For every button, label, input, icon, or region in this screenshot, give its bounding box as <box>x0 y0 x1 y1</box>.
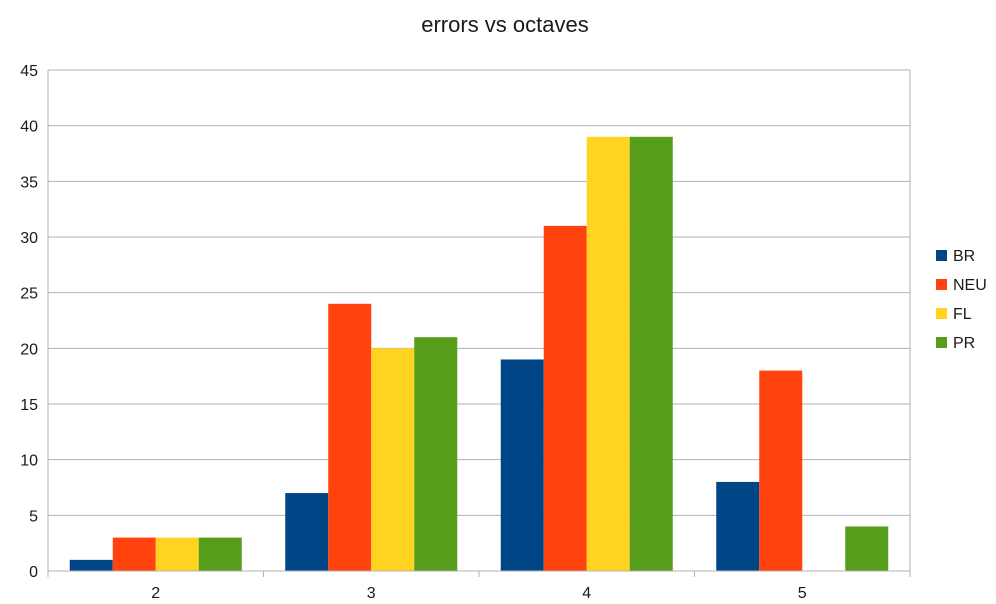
bars <box>69 136 889 572</box>
bar-fl-2 <box>155 537 199 571</box>
axes <box>47 70 911 577</box>
bar-pr-3 <box>414 337 458 571</box>
bar-br-5 <box>716 481 760 571</box>
y-tick-label: 10 <box>20 453 38 470</box>
legend: BR NEU FL PR <box>936 248 987 352</box>
y-tick-label: 25 <box>20 286 38 303</box>
bar-br-3 <box>285 493 329 571</box>
y-tick-label: 5 <box>29 508 38 525</box>
y-tick-label: 45 <box>20 63 38 80</box>
chart-title: errors vs octaves <box>421 12 589 37</box>
legend-label-pr: PR <box>953 335 975 352</box>
gridlines <box>48 69 910 516</box>
x-tick-label: 2 <box>151 585 160 602</box>
legend-swatch-fl <box>936 308 947 319</box>
bar-fl-3 <box>371 348 415 571</box>
y-axis-tick-labels: 0 5 10 15 20 25 30 35 40 45 <box>20 63 38 581</box>
bar-neu-2 <box>112 537 156 571</box>
y-tick-label: 30 <box>20 230 38 247</box>
bar-pr-4 <box>629 136 673 572</box>
legend-label-neu: NEU <box>953 277 987 294</box>
x-tick-label: 3 <box>367 585 376 602</box>
legend-swatch-pr <box>936 337 947 348</box>
bar-neu-4 <box>543 225 587 571</box>
bar-neu-5 <box>759 370 803 571</box>
x-axis-tick-labels: 2 3 4 5 <box>151 585 807 602</box>
y-tick-label: 40 <box>20 119 38 136</box>
y-tick-label: 20 <box>20 341 38 358</box>
y-tick-label: 15 <box>20 397 38 414</box>
bar-br-4 <box>500 359 544 571</box>
x-tick-label: 4 <box>582 585 591 602</box>
legend-swatch-neu <box>936 279 947 290</box>
y-tick-label: 0 <box>29 564 38 581</box>
x-tick-label: 5 <box>798 585 807 602</box>
bar-pr-5 <box>845 526 889 571</box>
y-tick-label: 35 <box>20 174 38 191</box>
bar-neu-3 <box>328 303 372 571</box>
legend-label-fl: FL <box>953 306 972 323</box>
bar-br-2 <box>69 559 113 571</box>
bar-fl-4 <box>586 136 630 572</box>
legend-swatch-br <box>936 250 947 261</box>
legend-label-br: BR <box>953 248 975 265</box>
bar-pr-2 <box>198 537 242 571</box>
